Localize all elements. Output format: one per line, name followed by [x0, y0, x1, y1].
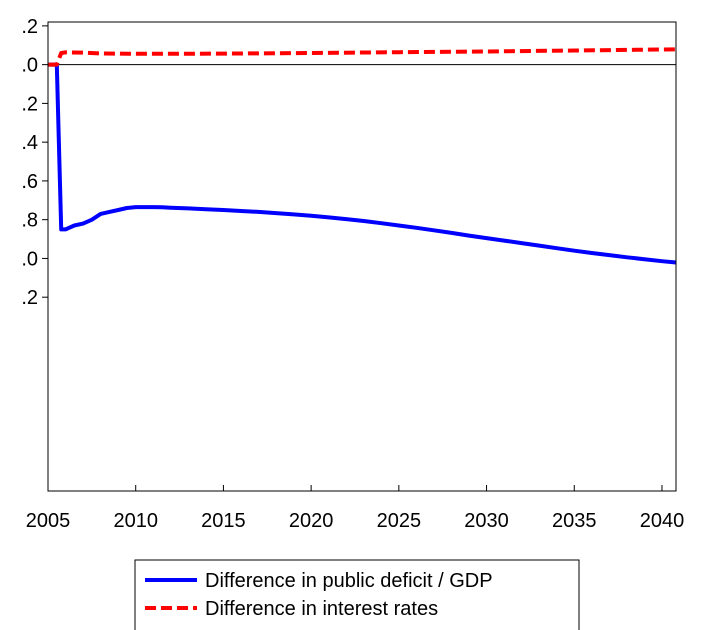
- x-tick-label: 2030: [464, 510, 509, 532]
- x-tick-label: 2015: [201, 510, 246, 532]
- y-tick-label: .0: [21, 248, 38, 270]
- y-tick-label: .2: [21, 287, 38, 309]
- legend-box: [134, 559, 580, 630]
- legend-label: Difference in interest rates: [205, 598, 438, 620]
- y-tick-label: .2: [21, 93, 38, 115]
- x-tick-label: 2025: [377, 510, 422, 532]
- x-tick-label: 2005: [26, 510, 71, 532]
- y-tick-label: .4: [21, 132, 38, 154]
- axes: .2 .0 .2 .4 .6 .8 .0 .2 2005 2010 2015 2020 2025 2030…: [21, 16, 684, 532]
- y-tick-label: .6: [21, 171, 38, 193]
- x-tick-label: 2010: [113, 510, 158, 532]
- x-tick-label: 2035: [552, 510, 597, 532]
- series-line-public-deficit: [48, 62, 677, 265]
- series-line-interest-rates: [48, 47, 677, 67]
- y-tick-label: .2: [21, 16, 38, 38]
- y-tick-label: .0: [21, 55, 38, 77]
- plot-frame: [47, 21, 677, 492]
- y-tick-label: .8: [21, 210, 38, 232]
- legend: Difference in public deficit / GDP Differ…: [134, 559, 580, 630]
- x-tick-label: 2020: [289, 510, 334, 532]
- x-tick-label: 2040: [640, 510, 685, 532]
- plot-area: [48, 47, 677, 265]
- legend-label: Difference in public deficit / GDP: [205, 570, 493, 592]
